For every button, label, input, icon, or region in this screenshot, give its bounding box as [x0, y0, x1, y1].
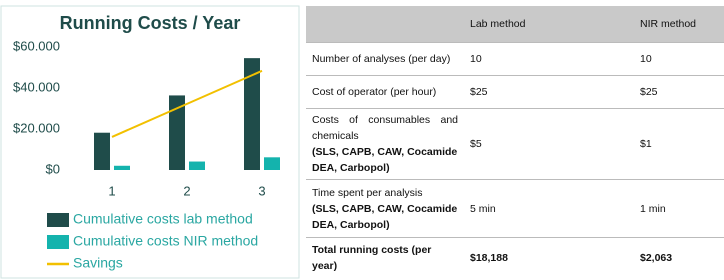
legend-label: Savings — [73, 255, 123, 271]
bar — [189, 161, 205, 170]
y-tick-label: $0 — [46, 161, 60, 176]
lab-cell: 5 min — [464, 179, 634, 238]
row-label: Cost of operator (per hour) — [306, 75, 464, 109]
row-label: Total running costs (per year) — [306, 237, 464, 278]
row-label-text: Time spent per analysis — [312, 186, 423, 199]
lab-cell: $18,188 — [464, 237, 634, 278]
row-label-text: Costs of consumables and chemicals — [312, 114, 458, 142]
y-tick-label: $60.000 — [13, 38, 60, 53]
table-row: Total running costs (per year) $18,188 $2,… — [306, 237, 724, 278]
legend-label: Cumulative costs NIR method — [73, 233, 258, 249]
bar — [94, 132, 110, 170]
lab-cell: $5 — [464, 108, 634, 180]
nir-cell: $2,063 — [634, 237, 724, 278]
table-row: Number of analyses (per day) 10 10 — [306, 42, 724, 76]
x-tick-label: 2 — [183, 183, 190, 198]
legend-label: Cumulative costs lab method — [73, 211, 253, 227]
nir-cell: $25 — [634, 75, 724, 109]
table-row: Time spent per analysis (SLS, CAPB, CAW, … — [306, 179, 724, 238]
y-tick-label: $40.000 — [13, 79, 60, 94]
bar — [244, 58, 260, 170]
table-row: Cost of operator (per hour) $25 $25 — [306, 75, 724, 109]
row-label: Costs of consumables and chemicals (SLS, … — [306, 108, 464, 180]
bar — [169, 95, 185, 170]
row-label-text: Number of analyses (per day) — [312, 53, 451, 65]
row-label: Time spent per analysis (SLS, CAPB, CAW, … — [306, 179, 464, 238]
cost-table: Lab method NIR method Number of analyses … — [306, 6, 724, 278]
legend-swatch — [47, 213, 69, 227]
lab-cell: 10 — [464, 42, 634, 76]
chart: Running Costs / Year $0 $20.000 $40.000 $60… — [0, 5, 300, 279]
x-tick-label: 1 — [108, 183, 115, 198]
nir-cell: $1 — [634, 108, 724, 180]
row-note: (SLS, CAPB, CAW, Cocamide DEA, Carbopol) — [312, 202, 458, 231]
header-cell: Lab method — [464, 6, 634, 43]
chart-title: Running Costs / Year — [60, 13, 241, 33]
nir-cell: 10 — [634, 42, 724, 76]
bar — [114, 165, 130, 170]
line — [111, 69, 263, 138]
nir-cell: 1 min — [634, 179, 724, 238]
table-row: Costs of consumables and chemicals (SLS, … — [306, 108, 724, 180]
y-tick-label: $20.000 — [13, 120, 60, 135]
header-cell: NIR method — [634, 6, 724, 43]
row-label-text: Total running costs (per year) — [312, 243, 432, 272]
row-note: (SLS, CAPB, CAW, Cocamide DEA, Carbopol) — [312, 146, 458, 174]
header-cell — [306, 6, 464, 43]
bar — [264, 157, 280, 170]
row-label: Number of analyses (per day) — [306, 42, 464, 76]
table-header: Lab method NIR method — [306, 6, 724, 43]
x-tick-label: 3 — [258, 183, 265, 198]
lab-cell: $25 — [464, 75, 634, 109]
row-label-text: Cost of operator (per hour) — [312, 86, 437, 98]
legend-swatch — [47, 235, 69, 249]
